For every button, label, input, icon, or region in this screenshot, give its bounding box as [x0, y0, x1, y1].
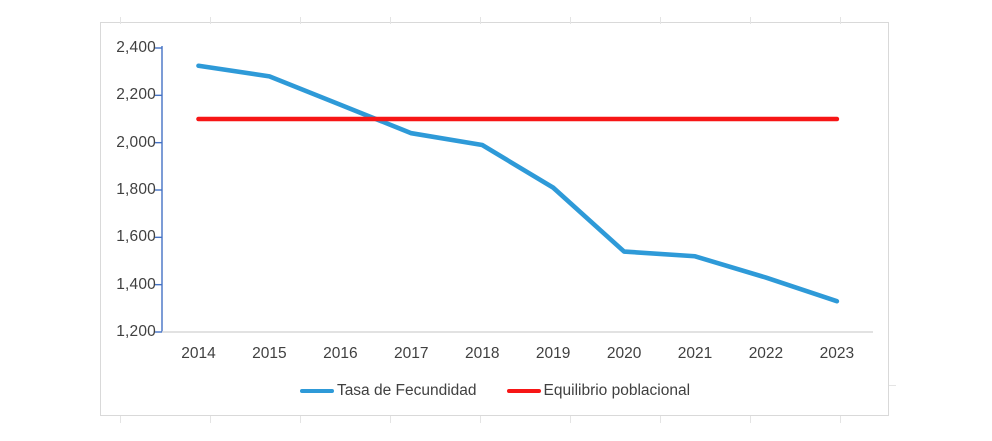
gridline-stub	[660, 416, 661, 423]
y-tick-label: 2,400	[116, 39, 156, 56]
y-tick-label: 1,800	[116, 181, 156, 198]
gridline-stub	[300, 416, 301, 423]
series-line-tasa-de-fecundidad	[196, 63, 840, 304]
legend-label-tasa-de-fecundidad: Tasa de Fecundidad	[336, 382, 477, 399]
y-tick-label: 1,400	[116, 275, 156, 293]
legend-line-swatch-blue	[299, 388, 334, 394]
x-tick-label: 2017	[394, 345, 429, 362]
legend-label-equilibrio-poblacional: Equilibrio poblacional	[543, 382, 691, 399]
gridline-stub	[390, 17, 391, 24]
gridline-stub	[889, 385, 896, 386]
y-tick-label: 1,200	[116, 323, 156, 340]
x-tick-label: 2014	[181, 345, 216, 362]
legend-line-swatch-red	[506, 388, 541, 394]
legend-item-equilibrio-poblacional[interactable]: Equilibrio poblacional	[506, 382, 691, 400]
gridline-stub	[480, 17, 481, 24]
x-tick-label: 2021	[677, 345, 713, 362]
x-tick-label: 2020	[606, 345, 642, 362]
y-tick-label: 1,600	[116, 228, 156, 246]
legend-item-tasa-de-fecundidad[interactable]: Tasa de Fecundidad	[299, 382, 477, 400]
gridline-stub	[480, 416, 481, 423]
gridline-stub	[210, 416, 211, 423]
y-tick-label: 2,000	[116, 133, 156, 151]
gridline-stub	[750, 416, 751, 423]
gridline-stub	[210, 17, 211, 24]
gridline-stub	[300, 17, 301, 24]
x-tick-label: 2015	[252, 345, 287, 362]
gridline-stub	[120, 416, 121, 423]
x-tick-label: 2023	[819, 345, 855, 362]
gridline-stub	[750, 17, 751, 24]
chart-frame[interactable]	[100, 22, 889, 416]
gridline-stub	[570, 17, 571, 24]
x-tick-label: 2022	[748, 345, 784, 362]
x-tick-label: 2018	[464, 345, 500, 362]
gridline-stub	[120, 17, 121, 24]
gridline-stub	[660, 17, 661, 24]
gridline-stub	[390, 416, 391, 423]
gridline-stub	[570, 416, 571, 423]
x-tick-label: 2016	[323, 345, 358, 362]
x-tick-label: 2019	[535, 345, 571, 362]
chart-legend: Tasa de Fecundidad Equilibrio poblaciona…	[100, 381, 890, 401]
y-tick-label: 2,200	[116, 86, 156, 104]
gridline-stub	[840, 416, 841, 423]
gridline-stub	[840, 17, 841, 24]
